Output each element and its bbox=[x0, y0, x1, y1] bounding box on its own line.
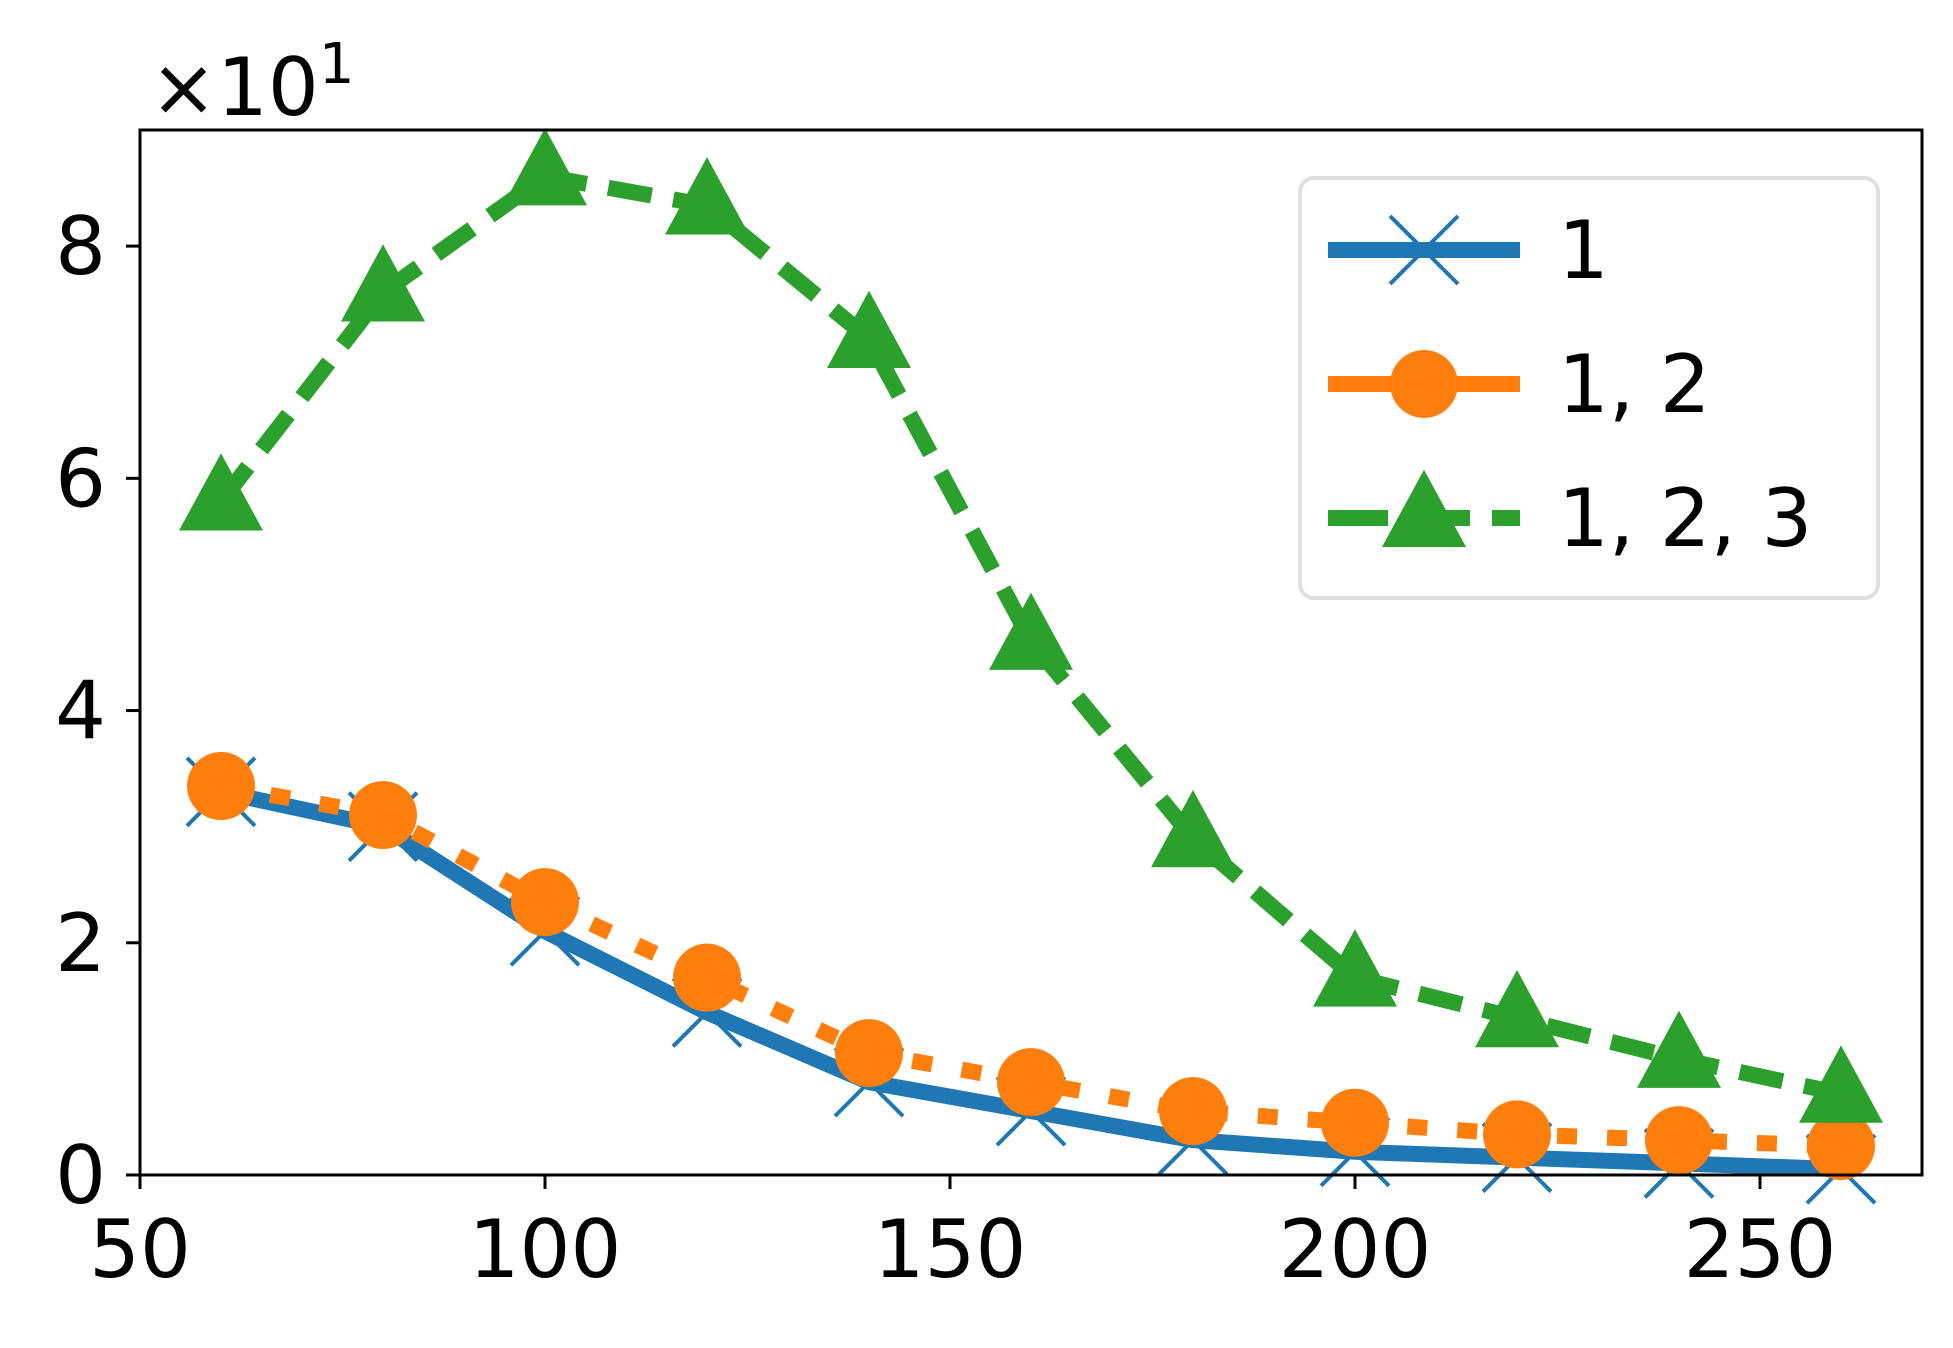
data-point bbox=[835, 1019, 903, 1088]
data-point bbox=[1313, 929, 1397, 1007]
legend-item: 1, 2 bbox=[1328, 338, 1711, 431]
data-point bbox=[1807, 1111, 1875, 1180]
data-point bbox=[341, 244, 425, 322]
y-axis-multiplier: ×101 bbox=[150, 32, 354, 134]
data-point bbox=[179, 453, 263, 531]
data-point bbox=[1151, 789, 1235, 868]
y-tick-label: 8 bbox=[55, 200, 106, 293]
y-tick-label: 4 bbox=[55, 665, 106, 758]
y-multiplier-exponent: 1 bbox=[319, 32, 355, 97]
legend-label: 1, 2, 3 bbox=[1558, 472, 1812, 565]
legend: 1 1, 2 1, 2, 3 bbox=[1298, 176, 1880, 600]
data-point bbox=[1645, 1106, 1713, 1175]
data-point bbox=[1483, 1100, 1551, 1169]
series-2 bbox=[179, 128, 1883, 1123]
legend-marker bbox=[1388, 214, 1460, 286]
data-point bbox=[827, 290, 911, 368]
x-tick-label: 250 bbox=[1684, 1203, 1837, 1296]
series-line bbox=[214, 168, 1843, 1102]
data-point bbox=[1159, 1077, 1227, 1146]
legend-label: 1, 2 bbox=[1558, 338, 1711, 431]
x-tick-label: 50 bbox=[89, 1203, 191, 1296]
legend-item: 1 bbox=[1328, 204, 1609, 297]
y-tick-label: 0 bbox=[55, 1129, 106, 1222]
legend-item: 1, 2, 3 bbox=[1328, 469, 1812, 565]
data-point bbox=[665, 157, 749, 235]
data-point bbox=[349, 781, 417, 850]
y-tick-label: 6 bbox=[55, 432, 106, 525]
data-point bbox=[1321, 1088, 1389, 1157]
series-line bbox=[219, 778, 1842, 1154]
data-point bbox=[503, 128, 587, 206]
x-tick-label: 200 bbox=[1279, 1203, 1432, 1296]
series-layer bbox=[179, 128, 1883, 1205]
data-point bbox=[997, 1048, 1065, 1117]
x-tick-label: 100 bbox=[469, 1203, 622, 1296]
plot-frame bbox=[138, 128, 1924, 1177]
data-point bbox=[673, 943, 741, 1012]
x-tick-label: 150 bbox=[874, 1203, 1027, 1296]
legend-marker bbox=[1382, 469, 1466, 547]
y-multiplier-base: ×10 bbox=[150, 41, 319, 134]
data-point bbox=[1475, 969, 1559, 1048]
data-point bbox=[1799, 1045, 1883, 1123]
legend-marker bbox=[1390, 350, 1458, 418]
data-point bbox=[989, 592, 1073, 670]
x-axis: 50 100 150 200 250 bbox=[89, 1175, 1836, 1296]
y-axis: 0 2 4 6 8 bbox=[55, 200, 140, 1222]
legend-label: 1 bbox=[1558, 204, 1609, 297]
series-1 bbox=[187, 752, 1875, 1180]
y-tick-label: 2 bbox=[55, 897, 106, 990]
data-point bbox=[187, 752, 255, 821]
data-point bbox=[1637, 1010, 1721, 1088]
data-point bbox=[511, 868, 579, 937]
legend-box bbox=[1298, 176, 1880, 600]
